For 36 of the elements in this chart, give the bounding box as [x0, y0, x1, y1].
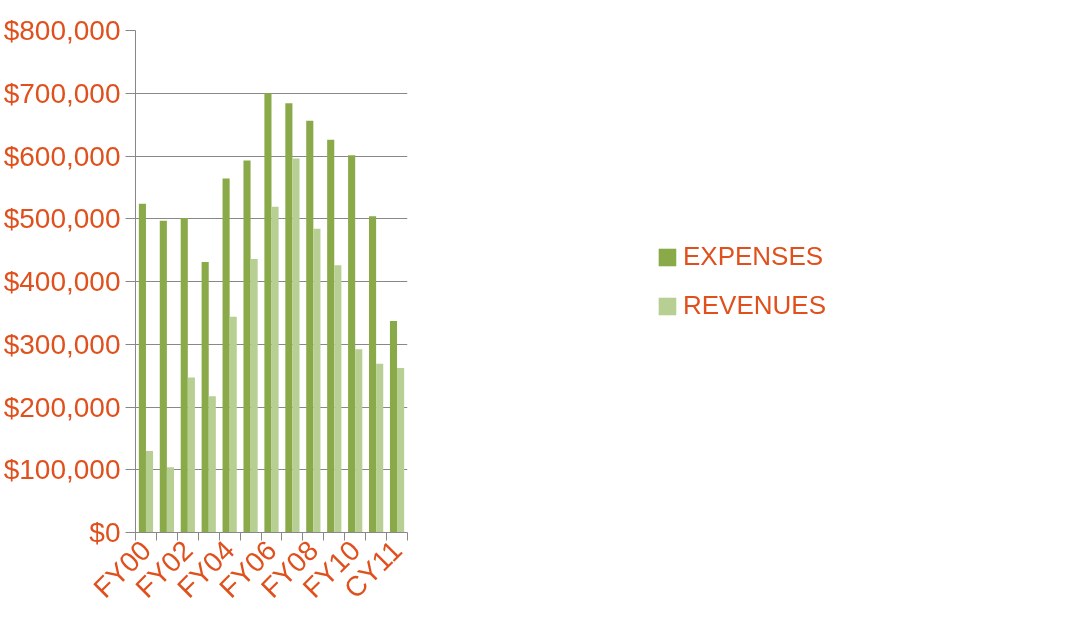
- y-tick-label: $200,000: [3, 391, 121, 423]
- bar: [369, 216, 377, 533]
- bar: [201, 262, 209, 533]
- bar: [397, 368, 405, 533]
- bar: [159, 220, 167, 533]
- y-tick-label: $500,000: [3, 203, 121, 235]
- bar: [327, 139, 335, 533]
- bar: [292, 158, 300, 533]
- y-tick-label: $400,000: [3, 266, 121, 297]
- bar: [264, 93, 272, 533]
- bar: [306, 120, 314, 533]
- bar: [250, 258, 258, 533]
- bar: [285, 103, 293, 533]
- y-tick-label: $700,000: [3, 77, 121, 109]
- y-tick-label: $600,000: [3, 140, 121, 172]
- bar: [138, 203, 146, 533]
- legend-label: EXPENSES: [682, 241, 824, 272]
- bar: [334, 265, 342, 533]
- y-tick-label: $300,000: [3, 328, 121, 360]
- bar: [187, 377, 195, 533]
- bar: [166, 467, 174, 533]
- bar: [348, 155, 356, 533]
- bar: [389, 321, 398, 533]
- bar: [271, 206, 279, 533]
- bar: [180, 218, 188, 533]
- bar: [355, 349, 363, 533]
- legend-label: REVENUES: [682, 290, 827, 321]
- bar: [229, 316, 237, 533]
- bar: [376, 363, 384, 533]
- bar: [243, 160, 251, 533]
- y-tick-label: $800,000: [3, 15, 121, 46]
- y-tick-label: $100,000: [3, 454, 121, 486]
- bar: [313, 228, 321, 533]
- bar: [145, 450, 154, 533]
- bar: [222, 178, 230, 533]
- bar: [208, 396, 216, 533]
